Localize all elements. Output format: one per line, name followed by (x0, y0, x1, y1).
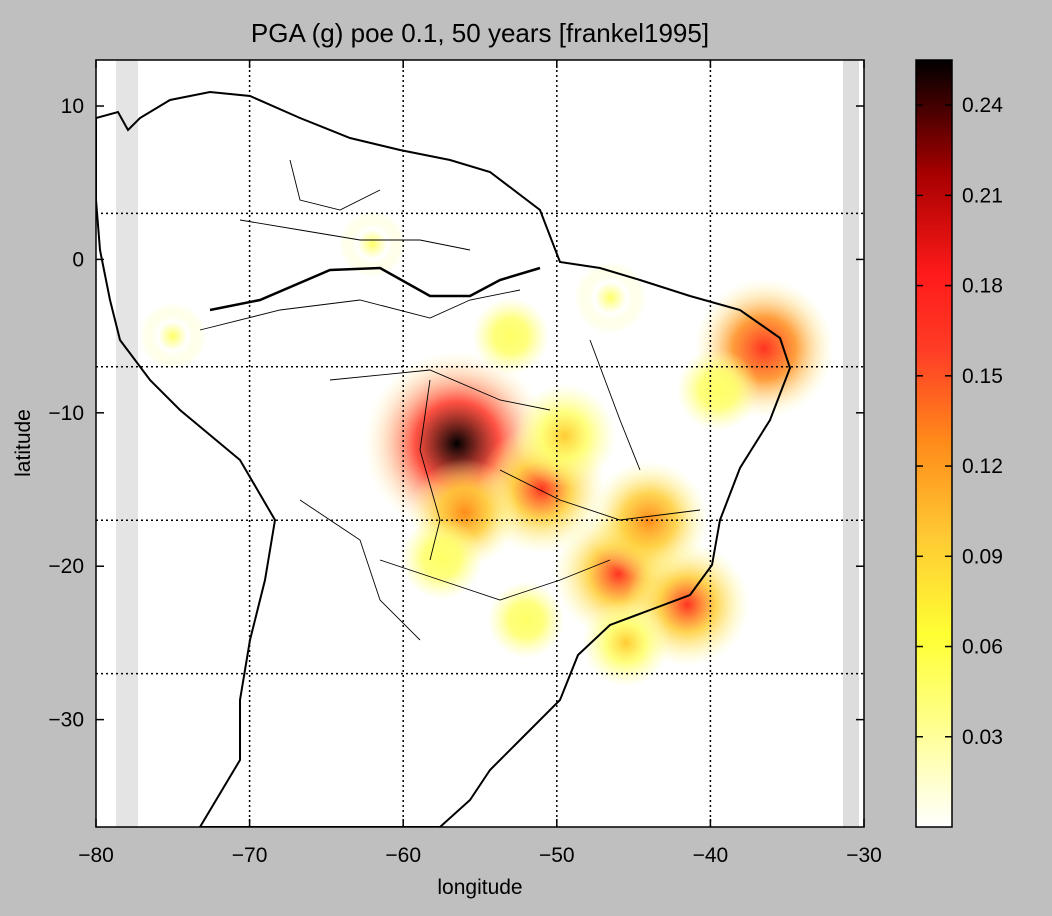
colorbar-tick-label: 0.03 (962, 726, 1003, 749)
x-tick-label: −80 (78, 844, 114, 867)
y-axis-ticks: 10 0 −10 −20 −30 (48, 95, 864, 732)
interior-borders (199, 159, 701, 641)
hazard-spot (400, 517, 483, 600)
hazard-spot (589, 461, 709, 580)
hazard-heat-layer (139, 210, 834, 687)
x-axis-label: longitude (437, 876, 522, 899)
hazard-spot (513, 384, 616, 488)
colorbar-tick-label: 0.15 (962, 365, 1003, 388)
colorbar-tick-label: 0.12 (962, 455, 1003, 478)
map-edge-right (843, 60, 859, 827)
hazard-spot (472, 297, 550, 375)
y-tick-label: 0 (72, 248, 84, 271)
colorbar (915, 59, 953, 828)
colorbar-ticks: 0.03 0.06 0.09 0.12 0.15 0.18 0.21 0.24 (916, 94, 1003, 749)
y-tick-label: −20 (48, 555, 84, 578)
plot-frame (95, 59, 865, 828)
map-title: PGA (g) poe 0.1, 50 years [frankel1995] (250, 18, 710, 48)
hazard-spot (574, 261, 647, 334)
y-tick-label: −30 (48, 709, 84, 732)
x-tick-label: −30 (846, 844, 882, 867)
y-tick-label: 10 (61, 95, 84, 118)
x-tick-label: −40 (693, 844, 729, 867)
colorbar-tick-label: 0.09 (962, 545, 1003, 568)
hazard-spot (139, 302, 206, 370)
map-edge-left (116, 60, 138, 827)
continent-outline (96, 90, 792, 827)
hazard-spot (582, 599, 670, 687)
y-tick-label: −10 (48, 402, 84, 425)
y-axis-label: latitude (12, 409, 35, 477)
colorbar-tick-label: 0.18 (962, 275, 1003, 298)
gridlines (96, 60, 864, 827)
hazard-spot (487, 581, 565, 659)
x-tick-label: −60 (385, 844, 421, 867)
colorbar-tick-label: 0.06 (962, 636, 1003, 659)
amazon-river (209, 266, 541, 312)
hazard-spot (677, 348, 760, 431)
colorbar-tick-label: 0.24 (962, 94, 1003, 117)
x-tick-label: −50 (539, 844, 575, 867)
colorbar-tick-label: 0.21 (962, 184, 1003, 207)
x-axis-ticks: −80 −70 −60 −50 −40 −30 (78, 60, 882, 867)
x-tick-label: −70 (232, 844, 268, 867)
hazard-spot (339, 210, 406, 278)
